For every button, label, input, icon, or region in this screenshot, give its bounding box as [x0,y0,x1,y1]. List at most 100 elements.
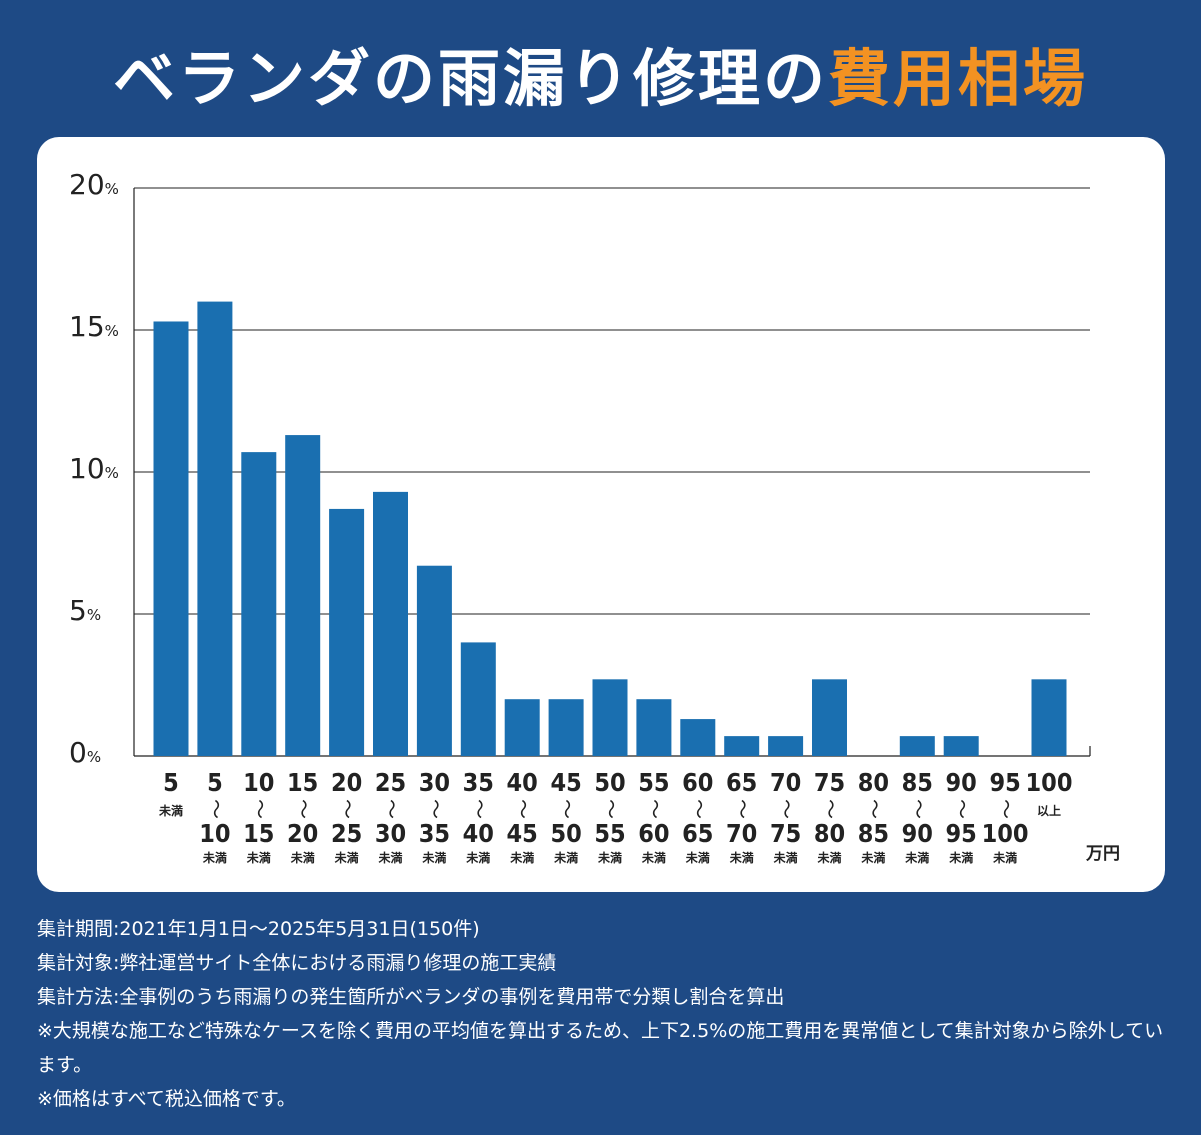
x-label-top-0: 5 [163,768,179,797]
x-label-suffix-12: 未満 [685,850,710,865]
x-label-tilde-14: ～ [775,799,799,819]
x-label-top-20: 100 [1026,768,1073,797]
x-unit-label: 万円 [1085,844,1120,864]
bar-12 [680,719,716,756]
x-label-bottom-9: 50 [550,819,581,848]
x-label-suffix-0: 未満 [158,803,183,818]
x-label-bottom-7: 40 [463,819,494,848]
x-label-top-11: 55 [638,768,669,797]
x-label-suffix-14: 未満 [773,850,798,865]
x-label-top-19: 95 [989,768,1020,797]
x-label-suffix-6: 未満 [421,850,446,865]
x-label-suffix-2: 未満 [246,850,271,865]
x-label-suffix-17: 未満 [904,850,929,865]
x-label-bottom-6: 35 [419,819,450,848]
x-label-tilde-4: ～ [336,799,360,819]
bar-14 [768,736,804,756]
bar-3 [285,435,321,756]
x-label-suffix-13: 未満 [729,850,754,865]
x-label-top-4: 20 [331,768,362,797]
x-label-bottom-2: 15 [243,819,274,848]
x-label-suffix-20: 以上 [1037,803,1061,818]
x-label-tilde-1: ～ [204,799,228,819]
x-label-tilde-3: ～ [292,799,316,819]
x-label-top-17: 85 [902,768,933,797]
x-label-top-10: 50 [594,768,625,797]
x-label-suffix-10: 未満 [597,850,622,865]
x-label-tilde-10: ～ [599,799,623,819]
x-label-bottom-8: 45 [507,819,538,848]
x-label-bottom-19: 100 [982,819,1029,848]
notes: 集計期間:2021年1月1日～2025年5月31日(150件) 集計対象:弊社運… [37,912,1177,1116]
x-label-tilde-16: ～ [862,799,886,819]
bar-13 [724,736,760,756]
x-label-top-9: 45 [550,768,581,797]
x-label-top-18: 90 [946,768,977,797]
x-label-tilde-2: ～ [248,799,272,819]
bar-15 [812,679,847,756]
x-label-tilde-11: ～ [643,799,667,819]
x-label-tilde-7: ～ [467,799,491,819]
bar-2 [241,452,277,756]
y-tick-label-10: 10% [69,452,119,485]
x-label-top-6: 30 [419,768,450,797]
x-label-suffix-7: 未満 [465,850,490,865]
x-label-top-5: 25 [375,768,406,797]
x-label-suffix-5: 未満 [377,850,402,865]
bar-5 [373,491,408,756]
x-label-bottom-13: 70 [726,819,757,848]
x-label-tilde-18: ～ [950,799,974,819]
bar-18 [943,736,979,756]
x-label-bottom-11: 60 [638,819,669,848]
x-label-bottom-5: 30 [375,819,406,848]
x-label-suffix-19: 未満 [992,850,1017,865]
title-main: ベランダの雨漏り修理の [112,42,828,115]
x-label-tilde-19: ～ [994,799,1018,819]
y-tick-label-0: 0% [69,736,101,769]
x-label-bottom-4: 25 [331,819,362,848]
bar-17 [899,736,935,756]
x-label-suffix-8: 未満 [509,850,534,865]
x-label-top-16: 80 [858,768,889,797]
x-label-bottom-12: 65 [682,819,713,848]
x-label-top-1: 5 [207,768,223,797]
note-target: 集計対象:弊社運営サイト全体における雨漏り修理の施工実績 [37,952,557,974]
x-label-suffix-1: 未満 [202,850,227,865]
x-label-tilde-17: ～ [906,799,930,819]
x-label-top-13: 65 [726,768,757,797]
x-label-top-8: 40 [507,768,538,797]
title-accent: 費用相場 [828,42,1089,115]
x-label-suffix-15: 未満 [816,850,841,865]
x-label-tilde-5: ～ [380,799,404,819]
x-label-tilde-6: ～ [423,799,447,819]
x-label-top-12: 60 [682,768,713,797]
y-tick-label-15: 15% [69,310,119,343]
x-label-tilde-13: ～ [731,799,755,819]
x-label-tilde-9: ～ [555,799,579,819]
note-method: 集計方法:全事例のうち雨漏りの発生箇所がベランダの事例を費用帯で分類し割合を算出 [37,986,785,1008]
x-label-bottom-18: 95 [946,819,977,848]
x-label-bottom-16: 85 [858,819,889,848]
note-tax: ※価格はすべて税込価格です。 [37,1088,296,1110]
x-label-bottom-1: 10 [199,819,230,848]
note-period: 集計期間:2021年1月1日～2025年5月31日(150件) [37,918,480,940]
bar-6 [416,565,452,756]
x-label-top-2: 10 [243,768,274,797]
x-label-top-3: 15 [287,768,318,797]
bar-4 [329,508,365,756]
bar-7 [460,642,496,756]
x-label-suffix-18: 未満 [948,850,973,865]
x-label-top-14: 70 [770,768,801,797]
x-label-bottom-3: 20 [287,819,318,848]
x-label-bottom-14: 75 [770,819,801,848]
y-tick-label-20: 20% [69,168,119,201]
x-label-top-7: 35 [463,768,494,797]
page-title: ベランダの雨漏り修理の費用相場 [0,28,1201,118]
note-exclusion: ※大規模な施工など特殊なケースを除く費用の平均値を算出するため、上下2.5%の施… [37,1020,1164,1076]
bar-10 [592,679,628,756]
x-label-top-15: 75 [814,768,845,797]
bar-8 [504,699,540,756]
x-label-bottom-10: 55 [594,819,625,848]
bar-1 [197,301,233,756]
x-label-bottom-17: 90 [902,819,933,848]
